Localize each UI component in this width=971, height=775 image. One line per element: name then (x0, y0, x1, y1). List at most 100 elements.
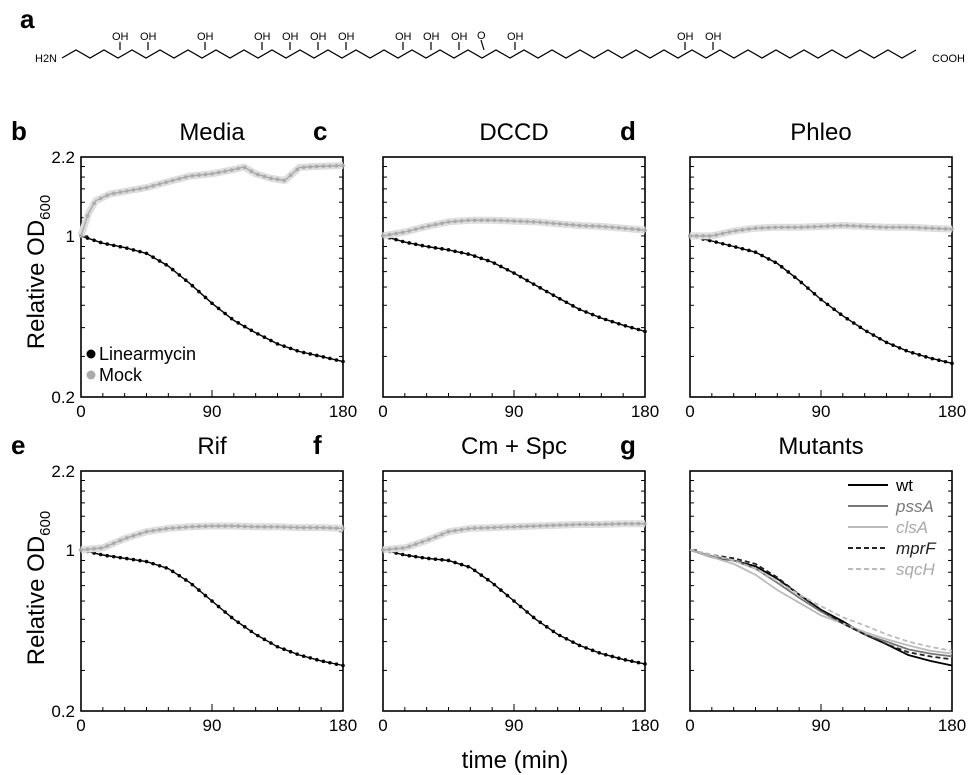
hydroxyl-groups: OH OH OH OH OH OH OH OH OH OH OH OH OH (112, 31, 722, 50)
data-point (85, 547, 90, 552)
data-point (334, 163, 339, 168)
data-point (531, 524, 536, 528)
data-point (577, 223, 582, 228)
data-point (571, 223, 575, 227)
data-point (197, 588, 201, 592)
data-point (707, 234, 712, 238)
data-point (229, 615, 234, 620)
data-point (617, 522, 621, 526)
data-point (518, 274, 523, 279)
data-point (138, 249, 142, 254)
data-point (413, 242, 418, 247)
data-point (714, 233, 718, 237)
data-point (590, 648, 595, 653)
data-point (917, 225, 922, 230)
data-point (249, 169, 254, 174)
y-tick-label: 0.2 (51, 388, 75, 407)
data-point (597, 224, 601, 229)
data-point (924, 354, 928, 359)
data-point (459, 250, 464, 255)
data-point (427, 224, 431, 228)
data-point (249, 524, 254, 529)
data-point (538, 220, 542, 225)
data-point (917, 353, 922, 357)
data-point (381, 548, 385, 552)
data-point (845, 316, 849, 321)
data-point (301, 350, 306, 355)
data-point (564, 222, 569, 227)
data-point (341, 163, 345, 168)
data-point (242, 625, 247, 629)
data-point (413, 554, 418, 559)
legend-label: sqcH (896, 560, 935, 579)
data-point (584, 522, 588, 527)
data-point (486, 525, 490, 530)
data-point (910, 351, 915, 355)
data-point (197, 173, 201, 177)
data-point (85, 236, 90, 240)
x-tick-label: 0 (76, 716, 85, 735)
data-point (269, 176, 273, 181)
data-point (466, 252, 470, 256)
data-point (125, 189, 129, 193)
data-point (262, 174, 267, 179)
panel-letter: c (313, 116, 327, 146)
data-point (131, 557, 136, 562)
data-point (610, 225, 615, 230)
data-point (440, 558, 444, 562)
data-point (878, 336, 882, 341)
data-point (170, 569, 175, 574)
data-point (479, 256, 484, 261)
data-point (216, 170, 221, 175)
data-point (584, 310, 588, 314)
data-point (590, 312, 595, 317)
data-point (466, 218, 470, 223)
x-tick-label: 0 (378, 716, 387, 735)
data-point (597, 522, 601, 527)
data-point (262, 637, 267, 642)
legend-label: Linearmycin (99, 344, 196, 364)
panel-title: DCCD (479, 119, 548, 146)
data-point (924, 226, 928, 230)
hydroxyl-label: OH (395, 31, 412, 43)
data-point (766, 225, 771, 230)
data-point (144, 251, 149, 256)
data-point (105, 544, 109, 548)
data-point (328, 526, 332, 530)
data-point (630, 325, 634, 330)
data-point (793, 275, 797, 279)
data-point (275, 644, 280, 649)
data-point (387, 547, 392, 552)
data-point (446, 248, 451, 252)
data-point (394, 231, 398, 236)
data-point (308, 525, 313, 530)
x-tick-label: 90 (812, 716, 831, 735)
plot-frame (382, 470, 646, 712)
data-point (92, 546, 96, 551)
data-point (943, 359, 948, 364)
data-point (216, 604, 221, 609)
data-point (242, 165, 247, 170)
ketone-bond (480, 39, 485, 51)
data-point (643, 228, 647, 232)
data-point (275, 524, 280, 529)
data-point (157, 182, 162, 186)
data-point (275, 342, 280, 346)
data-point (216, 306, 221, 311)
data-point (773, 260, 777, 265)
data-point (190, 524, 195, 529)
data-point (427, 556, 431, 561)
data-point (799, 225, 804, 229)
plot-frame (689, 156, 953, 398)
data-point (256, 332, 260, 336)
data-point (282, 344, 286, 348)
data-point (321, 659, 326, 664)
data-point (727, 243, 732, 248)
series-line (80, 549, 344, 667)
panel-title: Media (179, 119, 245, 146)
data-point (131, 534, 136, 538)
data-point (492, 582, 497, 587)
panel-letter-a: a (20, 4, 35, 34)
data-point (427, 537, 431, 542)
data-point (512, 524, 516, 529)
